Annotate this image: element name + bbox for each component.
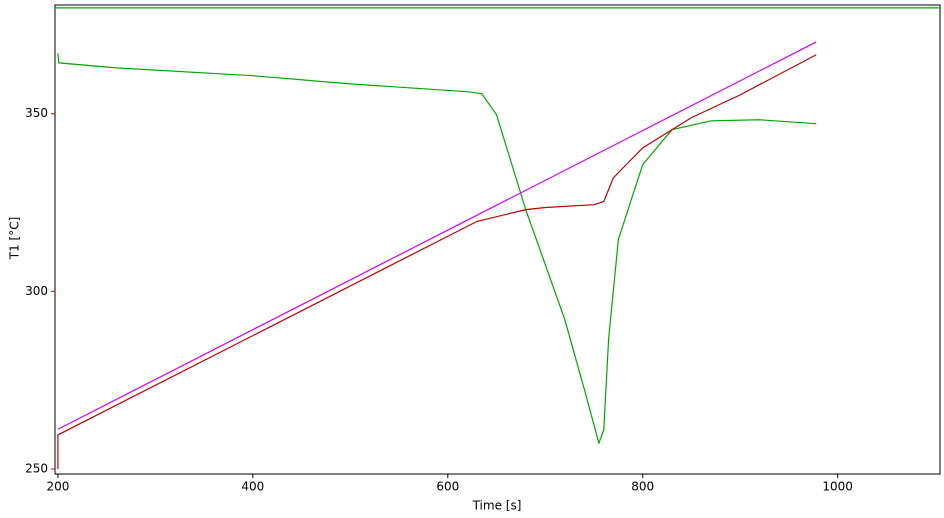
x-tick-label: 1000 <box>822 480 853 494</box>
data-line <box>57 54 817 470</box>
y-tick-label: 350 <box>25 106 48 120</box>
y-tick-label: 250 <box>25 462 48 476</box>
x-tick-label: 400 <box>241 480 264 494</box>
data-line <box>57 53 817 446</box>
y-tick-label: 300 <box>25 284 48 298</box>
plot-frame <box>54 4 941 475</box>
y-axis-label: T1 [°C] <box>8 217 22 261</box>
x-axis-label: Time [s] <box>472 499 522 513</box>
x-tick-label: 200 <box>46 480 69 494</box>
data-line <box>57 41 817 430</box>
x-tick-label: 800 <box>631 480 654 494</box>
x-tick-label: 600 <box>436 480 459 494</box>
